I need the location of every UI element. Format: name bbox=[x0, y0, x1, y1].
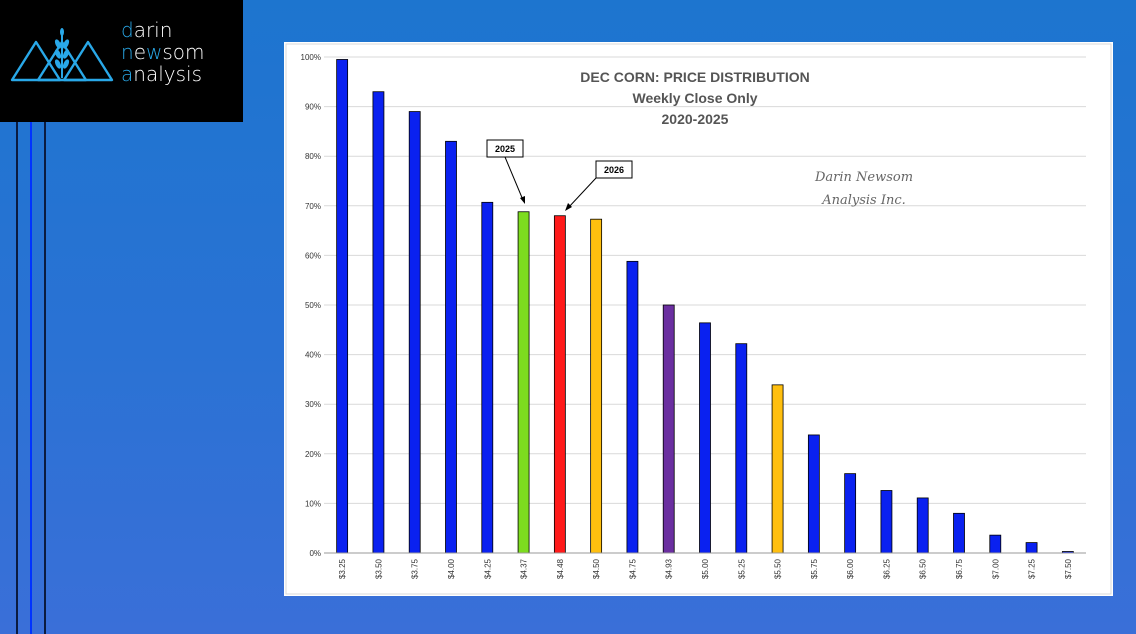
x-tick-label: $4.50 bbox=[592, 558, 601, 579]
watermark: Darin Newsom Analysis Inc. bbox=[814, 170, 913, 208]
bar-350 bbox=[372, 91, 385, 554]
x-tick-label: $4.25 bbox=[483, 558, 492, 579]
arrow-head-icon bbox=[520, 196, 525, 204]
x-tick-label: $3.50 bbox=[374, 558, 383, 579]
watermark-line-1: Darin Newsom bbox=[814, 170, 913, 185]
x-tick-label: $4.37 bbox=[520, 558, 529, 579]
x-tick-label: $4.75 bbox=[628, 558, 637, 579]
bar-448 bbox=[553, 215, 566, 554]
x-tick-label: $5.25 bbox=[737, 558, 746, 579]
price-distribution-chart: 0%10%20%30%40%50%60%70%80%90%100% $3.25 $… bbox=[285, 43, 1112, 595]
bar-625 bbox=[880, 490, 893, 554]
chart-title-line-1: DEC CORN: PRICE DISTRIBUTION bbox=[580, 69, 809, 85]
bar-550 bbox=[771, 384, 784, 554]
chart-title: DEC CORN: PRICE DISTRIBUTION Weekly Clos… bbox=[580, 69, 809, 127]
y-tick-label: 0% bbox=[309, 549, 321, 558]
wheat-mountains-icon bbox=[10, 28, 114, 82]
x-tick-label: $7.50 bbox=[1064, 558, 1073, 579]
x-tick-label: $3.25 bbox=[338, 558, 347, 579]
bar-475 bbox=[626, 260, 639, 554]
bar-450 bbox=[590, 218, 603, 554]
y-tick-label: 50% bbox=[305, 301, 321, 310]
x-tick-label: $6.50 bbox=[919, 558, 928, 579]
bar-575 bbox=[807, 434, 820, 554]
bar-425 bbox=[481, 201, 494, 554]
y-tick-label: 30% bbox=[305, 400, 321, 409]
callout-box bbox=[595, 160, 633, 179]
x-tick-label: $5.00 bbox=[701, 558, 710, 579]
x-tick-label: $4.48 bbox=[556, 558, 565, 579]
chart-panel: 0% 10% 20% 30% 40% 50% 60% 70% 80% 90% 100% $3.25 $… bbox=[284, 42, 1113, 596]
brand-wordmark: darin newsom analysis bbox=[121, 19, 205, 85]
bar-500 bbox=[699, 322, 711, 554]
x-tick-label: $5.75 bbox=[810, 558, 819, 579]
x-tick-label: $7.25 bbox=[1028, 558, 1037, 579]
watermark-line-2: Analysis Inc. bbox=[821, 193, 906, 208]
bar-525 bbox=[735, 343, 748, 554]
bar-600 bbox=[844, 473, 857, 554]
y-tick-label: 20% bbox=[305, 450, 321, 459]
callout-label: 2026 bbox=[604, 165, 624, 175]
chart-title-line-2: Weekly Close Only bbox=[632, 90, 757, 106]
x-tick-label: $4.00 bbox=[447, 558, 456, 579]
y-tick-label: 40% bbox=[305, 351, 321, 360]
y-tick-label: 90% bbox=[305, 103, 321, 112]
decor-line bbox=[16, 122, 18, 634]
arrow-head-icon bbox=[565, 203, 572, 211]
decor-line bbox=[44, 122, 46, 634]
x-tick-label: $7.00 bbox=[991, 558, 1000, 579]
x-tick-label: $4.93 bbox=[665, 558, 674, 579]
x-axis: $3.25 $3.50 $3.75 $4.00 $4.25 $4.37 $4.48 $4.50… bbox=[338, 558, 1073, 579]
y-tick-label: 70% bbox=[305, 202, 321, 211]
x-tick-label: $3.75 bbox=[411, 558, 420, 579]
x-tick-label: $6.75 bbox=[955, 558, 964, 579]
bar-325 bbox=[336, 59, 349, 554]
bar-725 bbox=[1025, 542, 1038, 554]
brand-logo: darin newsom analysis bbox=[0, 0, 243, 122]
x-tick-label: $6.25 bbox=[882, 558, 891, 579]
x-tick-label: $6.00 bbox=[846, 558, 855, 579]
y-axis: 0% 10% 20% 30% 40% 50% 60% 70% 80% 90% 100% bbox=[301, 53, 321, 558]
bar-375 bbox=[408, 111, 421, 554]
bars bbox=[336, 59, 1074, 554]
chart-title-line-3: 2020-2025 bbox=[662, 111, 729, 127]
bar-675 bbox=[953, 512, 965, 554]
x-tick-label: $5.50 bbox=[774, 558, 783, 579]
brand-line-3: analysis bbox=[121, 62, 202, 86]
y-tick-label: 80% bbox=[305, 152, 321, 161]
bar-650 bbox=[916, 497, 929, 554]
chart-border bbox=[285, 43, 1112, 595]
y-tick-label: 10% bbox=[305, 499, 321, 508]
bar-700 bbox=[989, 534, 1002, 554]
callout-arrow bbox=[504, 156, 524, 201]
brand-line-1: darin bbox=[121, 18, 173, 42]
y-tick-label: 100% bbox=[301, 53, 321, 62]
callout-2025: 2025 bbox=[486, 139, 525, 204]
bar-437 bbox=[517, 211, 530, 554]
brand-line-2: newsom bbox=[121, 40, 205, 64]
callout-arrow bbox=[567, 177, 597, 209]
decor-line bbox=[30, 122, 32, 634]
bar-493 bbox=[662, 304, 675, 554]
y-tick-label: 60% bbox=[305, 251, 321, 260]
bar-400 bbox=[445, 140, 457, 554]
callout-2026: 2026 bbox=[565, 160, 633, 211]
callout-label: 2025 bbox=[495, 144, 515, 154]
